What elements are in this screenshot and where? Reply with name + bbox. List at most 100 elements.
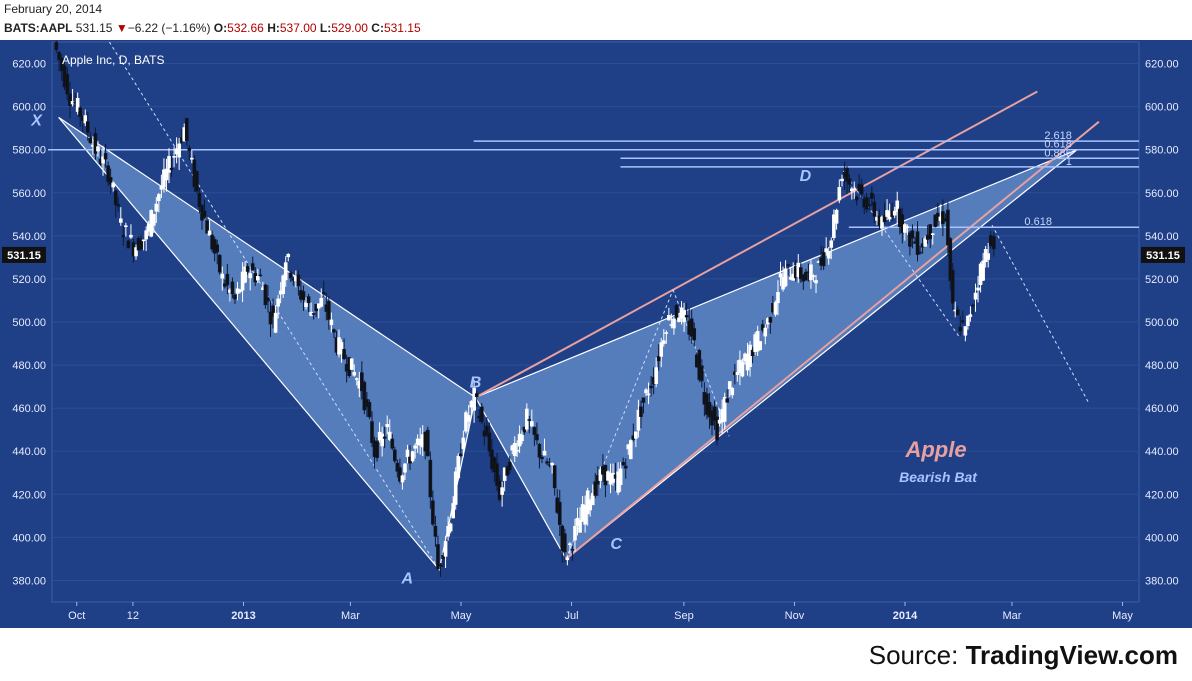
candle — [628, 440, 633, 459]
candle — [895, 200, 900, 212]
candle — [905, 226, 910, 229]
candle — [992, 235, 996, 250]
candle — [286, 254, 291, 258]
candle — [57, 51, 61, 61]
lower-trendline — [565, 120, 1100, 560]
candle — [197, 192, 202, 208]
y-tick-label-left: 580.00 — [12, 145, 46, 157]
candle — [464, 412, 468, 432]
candle — [116, 204, 121, 207]
candle — [159, 186, 164, 190]
open-value: 532.66 — [227, 21, 264, 35]
candle — [202, 210, 207, 218]
candle — [375, 441, 379, 458]
candle — [108, 177, 113, 185]
xa-dashed-line — [108, 41, 440, 570]
y-tick-label-left: 380.00 — [12, 575, 46, 587]
candle — [845, 167, 849, 182]
candle — [540, 456, 544, 460]
candle — [157, 194, 161, 202]
candle — [618, 468, 623, 485]
candle — [187, 147, 192, 151]
candle — [811, 275, 816, 278]
candle — [550, 463, 554, 466]
candle — [727, 381, 732, 390]
candle — [319, 297, 324, 307]
candle — [438, 564, 443, 567]
x-tick-label: 2013 — [231, 610, 255, 622]
candle — [433, 525, 438, 537]
candle — [915, 231, 920, 255]
candle — [512, 442, 517, 457]
candle — [144, 230, 148, 240]
candle — [537, 444, 542, 458]
y-tick-label-left: 600.00 — [12, 102, 46, 114]
candle — [598, 469, 603, 481]
candle — [500, 487, 504, 495]
candle — [441, 554, 445, 560]
candle — [740, 361, 745, 377]
candle — [167, 156, 171, 173]
symbol: BATS:AAPL — [4, 21, 73, 35]
y-tick-label-left: 540.00 — [12, 231, 46, 243]
candle — [563, 533, 567, 553]
candle — [230, 281, 235, 295]
candle — [400, 475, 405, 483]
candle — [661, 340, 666, 344]
candle — [900, 214, 905, 234]
candle — [426, 429, 430, 457]
candle — [621, 461, 625, 466]
x-tick-label: May — [1112, 610, 1133, 622]
candle — [928, 224, 933, 240]
x-tick-label: Mar — [341, 610, 360, 622]
candle — [918, 251, 922, 254]
candle — [768, 317, 773, 323]
candle — [380, 433, 384, 447]
candle — [362, 381, 367, 411]
candle — [413, 445, 417, 449]
y-tick-label-right: 480.00 — [1145, 360, 1179, 372]
price-chart[interactable]: 380.00 380.00 400.00 400.00 420.00 420.00 440.… — [0, 40, 1192, 628]
candle — [151, 213, 156, 226]
candle — [271, 305, 275, 317]
candle — [923, 238, 927, 247]
candle — [360, 372, 364, 392]
y-tick-label-right: 420.00 — [1145, 489, 1179, 501]
candle — [557, 501, 562, 525]
fib-level-label: 0.618 — [1044, 139, 1072, 151]
candle — [515, 449, 519, 452]
candle — [847, 178, 852, 185]
chart-title: Apple Inc, D, BATS — [62, 53, 165, 67]
candle — [443, 541, 448, 557]
candle — [712, 406, 717, 421]
candle — [495, 463, 499, 486]
candle — [86, 121, 90, 133]
y-tick-label-right: 560.00 — [1145, 188, 1179, 200]
candle — [941, 211, 945, 224]
candle — [215, 244, 220, 253]
candle — [684, 315, 689, 318]
candle — [283, 262, 288, 281]
candle — [177, 143, 181, 158]
candle — [281, 275, 285, 295]
fib-level-label: 2.618 — [1044, 130, 1072, 142]
candle — [961, 320, 965, 323]
candle — [332, 329, 336, 333]
candle — [184, 117, 189, 142]
candle — [126, 240, 131, 249]
candle — [164, 168, 169, 181]
candle — [507, 461, 512, 471]
candle — [436, 544, 440, 570]
candle — [431, 500, 435, 525]
y-tick-label-right: 540.00 — [1145, 231, 1179, 243]
candle — [689, 318, 694, 337]
candle — [111, 182, 115, 188]
candle — [654, 367, 658, 384]
candle — [908, 232, 912, 247]
candle — [837, 187, 842, 201]
candle — [840, 178, 844, 182]
x-tick-label: 12 — [127, 610, 139, 622]
candle — [134, 247, 138, 257]
candle — [405, 449, 410, 458]
last-price-label-right: 531.15 — [1146, 250, 1180, 262]
